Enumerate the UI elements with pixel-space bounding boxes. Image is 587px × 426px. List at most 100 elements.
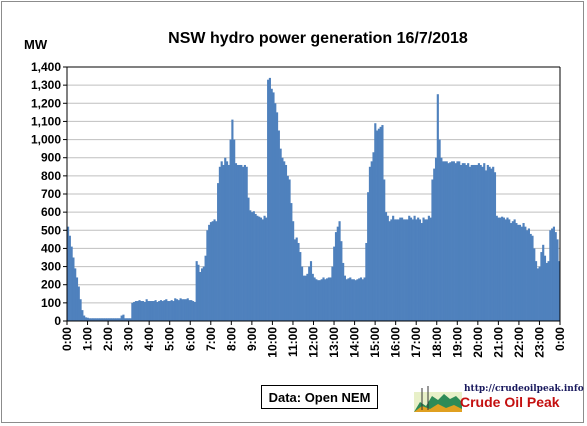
- bar: [81, 310, 84, 321]
- bar: [347, 278, 350, 321]
- bar: [370, 161, 373, 321]
- bar: [420, 223, 423, 321]
- bar: [75, 277, 79, 321]
- bar: [306, 273, 309, 321]
- bar: [456, 161, 459, 321]
- bar: [113, 318, 116, 321]
- bar: [354, 280, 357, 321]
- y-tick-label: 500: [41, 223, 61, 237]
- bar: [543, 255, 547, 321]
- bar: [493, 172, 497, 321]
- bar: [551, 228, 554, 321]
- bar: [93, 318, 96, 321]
- bar: [329, 277, 332, 321]
- bar: [67, 226, 70, 321]
- bar: [340, 241, 343, 321]
- bar: [529, 233, 532, 321]
- data-source-label: Data: Open NEM: [268, 389, 371, 405]
- bar: [204, 255, 207, 321]
- bar: [363, 277, 366, 321]
- y-tick-label: 400: [41, 241, 61, 255]
- bar: [213, 219, 216, 321]
- x-tick-label: 22:00: [512, 327, 526, 358]
- bar: [338, 221, 341, 321]
- bar: [170, 300, 173, 321]
- bar: [129, 318, 132, 321]
- bar: [504, 219, 507, 321]
- bar: [509, 223, 513, 321]
- bar: [481, 166, 484, 321]
- bar: [181, 299, 184, 321]
- bar: [231, 119, 234, 321]
- bar: [172, 301, 175, 321]
- bar: [234, 163, 238, 321]
- bar: [536, 268, 539, 321]
- bar: [381, 125, 384, 321]
- bar: [379, 126, 382, 322]
- bar: [463, 163, 466, 321]
- bar: [197, 264, 200, 321]
- bar: [531, 235, 534, 321]
- bar: [127, 318, 130, 321]
- bar: [345, 279, 348, 321]
- bar: [342, 262, 345, 321]
- x-tick-label: 3:00: [122, 327, 136, 351]
- bar: [490, 168, 493, 321]
- y-tick-label: 900: [41, 151, 61, 165]
- bar: [547, 261, 550, 321]
- x-tick-label: 2:00: [101, 327, 115, 351]
- bar: [136, 301, 139, 321]
- bar: [140, 301, 143, 321]
- bar: [168, 301, 171, 321]
- bar: [436, 94, 439, 322]
- bar: [336, 226, 339, 321]
- bar: [434, 157, 438, 321]
- bar: [242, 166, 245, 321]
- bar: [143, 301, 146, 321]
- bar: [517, 224, 520, 321]
- bar: [209, 222, 213, 321]
- bar: [372, 152, 375, 321]
- bar: [293, 239, 296, 321]
- bar: [418, 219, 422, 321]
- bar: [208, 224, 211, 321]
- bar: [465, 164, 468, 321]
- crude-oil-peak-logo: http://crudeoilpeak.info Crude Oil Peak: [414, 384, 584, 412]
- bar: [343, 275, 347, 321]
- bar: [409, 217, 413, 321]
- bar: [167, 301, 170, 321]
- bar: [247, 197, 250, 321]
- bar: [199, 272, 202, 321]
- bar: [318, 280, 321, 321]
- bar: [238, 164, 241, 321]
- bar: [527, 228, 530, 321]
- oil-well-graphic-icon: [414, 386, 462, 412]
- bar: [245, 166, 248, 321]
- bar: [361, 279, 364, 321]
- bar: [252, 211, 255, 321]
- x-tick-label: 7:00: [204, 327, 218, 351]
- bar: [277, 130, 280, 321]
- bar: [175, 299, 179, 321]
- bar: [479, 164, 482, 321]
- y-tick-label: 300: [41, 260, 61, 274]
- bar: [134, 301, 138, 321]
- bar: [206, 230, 209, 321]
- bar: [542, 244, 545, 321]
- bar: [106, 318, 109, 321]
- bar: [286, 175, 289, 321]
- bar: [422, 217, 425, 321]
- bar: [83, 315, 86, 321]
- bar: [220, 161, 223, 321]
- bar: [392, 215, 395, 321]
- bar: [118, 318, 121, 321]
- bar: [88, 318, 91, 321]
- bar: [131, 302, 134, 321]
- bar: [556, 239, 559, 321]
- bar: [415, 219, 418, 321]
- bar: [522, 223, 525, 321]
- bar: [468, 166, 472, 321]
- bar: [449, 162, 452, 321]
- bar: [484, 170, 488, 321]
